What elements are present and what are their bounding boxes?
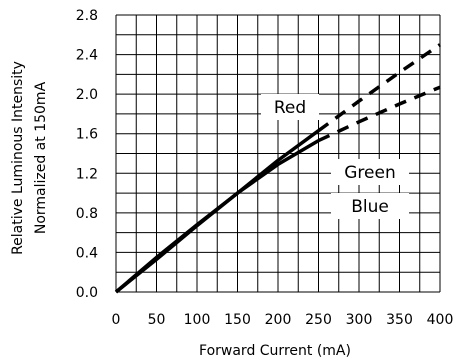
x-axis-title: Forward Current (mA) (199, 343, 351, 359)
y-tick-label: 2.0 (76, 87, 98, 103)
series-line-green-blue-dashed-3 (317, 85, 441, 143)
x-tick-label: 100 (184, 312, 211, 328)
series-label-red-bg (261, 94, 319, 120)
y-axis-title-line2: Normalized at 150mA (33, 81, 49, 234)
series-line-red-dashed-1 (317, 43, 441, 133)
y-tick-label: 1.6 (76, 127, 98, 143)
series-label-green: Green (344, 163, 395, 183)
x-tick-label: 250 (305, 312, 332, 328)
y-tick-label: 2.8 (76, 8, 98, 24)
series-line-green-blue-solid-2 (114, 139, 320, 294)
y-tick-label: 0.0 (76, 285, 98, 301)
x-tick-label: 200 (265, 312, 292, 328)
series-label-red: Red (274, 98, 306, 118)
series-label-blue: Blue (351, 197, 389, 217)
y-tick-label: 2.4 (76, 48, 98, 64)
series-layer (114, 43, 441, 294)
x-tick-label: 300 (346, 312, 373, 328)
x-tick-labels: 0 50 100 150 200 250 300 350 400 (112, 312, 454, 328)
x-tick-label: 0 (112, 312, 121, 328)
x-tick-label: 350 (386, 312, 413, 328)
x-tick-label: 400 (427, 312, 454, 328)
x-tick-label: 50 (148, 312, 166, 328)
series-label-backgrounds (261, 94, 409, 219)
y-tick-label: 0.4 (76, 245, 98, 261)
series-label-green-bg (331, 159, 409, 185)
series-label-blue-bg (331, 193, 409, 219)
series-label-layer: Red Green Blue (274, 98, 396, 217)
y-tick-label: 0.8 (76, 206, 98, 222)
y-axis-title-line1: Relative Luminous Intensity (10, 61, 26, 255)
x-tick-label: 150 (224, 312, 251, 328)
y-tick-label: 1.2 (76, 166, 98, 182)
y-tick-labels: 0.0 0.4 0.8 1.2 1.6 2.0 2.4 2.8 (76, 8, 98, 301)
